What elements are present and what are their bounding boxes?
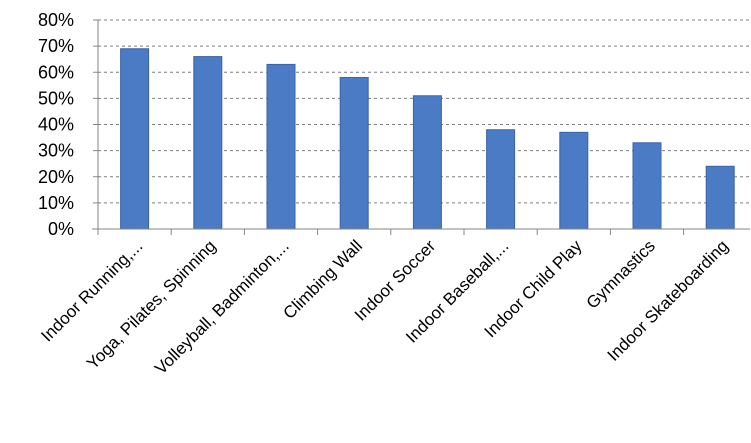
bar bbox=[339, 76, 369, 230]
bar bbox=[705, 165, 735, 230]
axes bbox=[92, 19, 750, 235]
y-tick-label: 10% bbox=[38, 193, 74, 213]
y-tick-label: 70% bbox=[38, 36, 74, 56]
bar bbox=[412, 95, 442, 230]
bar bbox=[486, 129, 516, 230]
x-tick-label: Volleyball, Badminton,... bbox=[151, 236, 293, 378]
y-tick-label: 20% bbox=[38, 167, 74, 187]
y-tick-label: 50% bbox=[38, 88, 74, 108]
y-tick-label: 80% bbox=[38, 10, 74, 30]
x-tick-labels: Indoor Running,...Yoga, Pilates, Spinnin… bbox=[37, 236, 732, 378]
y-tick-labels: 0% 10% 20% 30% 40% 50% 60% 70% 80% bbox=[38, 10, 74, 239]
bar bbox=[193, 56, 223, 230]
bar bbox=[266, 63, 296, 230]
x-tick-label: Gymnastics bbox=[583, 236, 659, 312]
y-tick-label: 30% bbox=[38, 141, 74, 161]
bar bbox=[632, 142, 662, 230]
x-tick-label: Indoor Skateboarding bbox=[604, 236, 732, 364]
bar bbox=[120, 48, 150, 230]
y-tick-label: 40% bbox=[38, 115, 74, 135]
x-tick-label: Yoga, Pilates, Spinning bbox=[83, 236, 220, 373]
bars bbox=[120, 48, 735, 230]
y-tick-label: 0% bbox=[48, 219, 74, 239]
bar bbox=[559, 131, 589, 230]
y-tick-label: 60% bbox=[38, 62, 74, 82]
